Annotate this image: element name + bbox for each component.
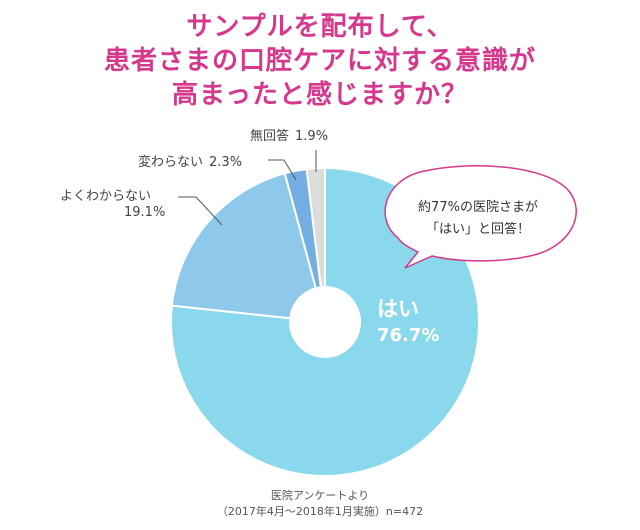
slice-label-yes-name: はい (377, 297, 419, 321)
footnote-line-2: （2017年4月〜2018年1月実施）n=472 (216, 505, 424, 518)
title-line-3: 高まったと感じますか？ (172, 80, 468, 110)
callout-line-1: 約77%の医院さまが (418, 200, 538, 215)
unchanged-name: 変わらない (138, 154, 203, 170)
donut-slice-1 (170, 172, 327, 324)
slice-label-no-answer: 無回答 1.9% (250, 128, 328, 144)
title-line-2: 患者さまの口腔ケアに対する意識が (103, 46, 536, 76)
footnote: 医院アンケートより （2017年4月〜2018年1月実施）n=472 (0, 488, 640, 520)
slice-label-yes-percent: 76.7% (377, 325, 439, 346)
unchanged-percent: 2.3% (209, 155, 242, 170)
donut-hole (289, 286, 361, 358)
callout-shape (384, 165, 577, 269)
slice-label-unchanged: 変わらない 2.3% (138, 154, 242, 170)
callout-line-2: 「はい」と回答！ (426, 221, 530, 237)
callout-bubble: 約77%の医院さまが 「はい」と回答！ (384, 165, 577, 269)
leader-line-unchanged (268, 159, 297, 181)
chart-title: サンプルを配布して、 患者さまの口腔ケアに対する意識が 高まったと感じますか？ (0, 10, 640, 112)
slice-label-unsure-percent: 19.1% (124, 205, 165, 220)
footnote-line-1: 医院アンケートより (270, 489, 370, 502)
no-answer-percent: 1.9% (295, 129, 328, 144)
leader-line-unsure (178, 196, 223, 226)
no-answer-name: 無回答 (250, 128, 289, 144)
title-line-1: サンプルを配布して、 (186, 12, 454, 42)
slice-label-unsure-name: よくわからない (60, 189, 151, 204)
